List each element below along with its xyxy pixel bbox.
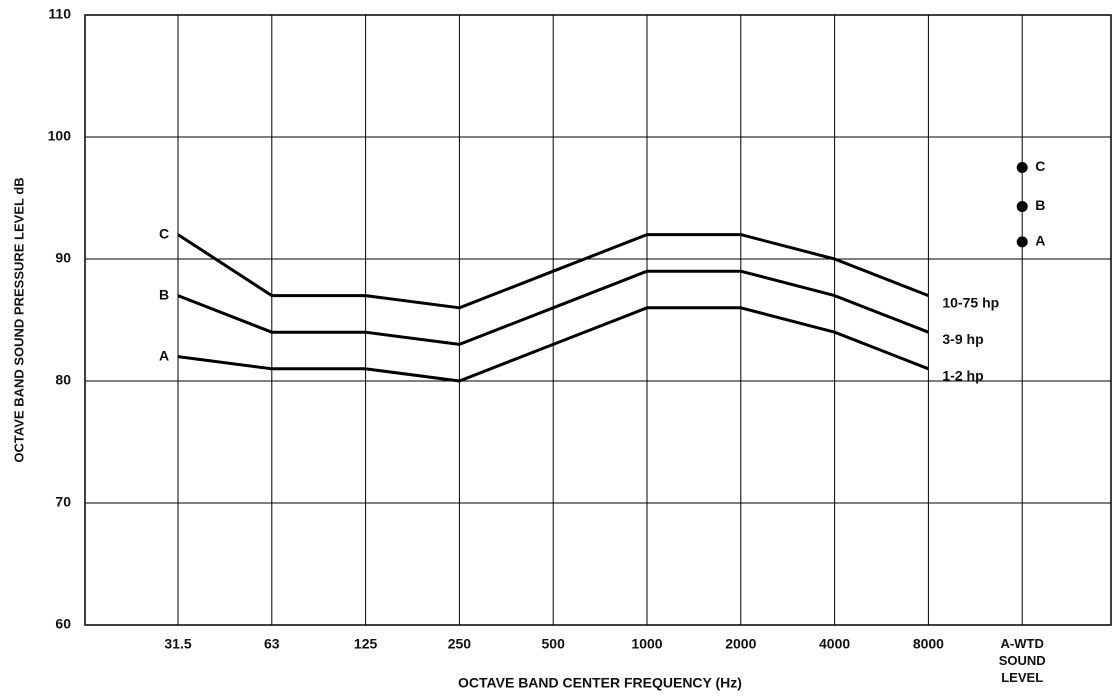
series-letter: C: [1035, 158, 1045, 174]
y-tick-label: 70: [55, 494, 71, 510]
a-weighted-point: [1016, 201, 1028, 213]
series-letter: B: [159, 286, 169, 302]
y-tick-label: 60: [55, 616, 71, 632]
series-line: [177, 269, 929, 346]
y-axis-label: OCTAVE BAND SOUND PRESSURE LEVEL dB: [11, 177, 26, 462]
x-tick-label: 63: [264, 636, 280, 652]
series-letter: A: [1035, 233, 1045, 249]
x-tick-label: A-WTD SOUND LEVEL: [999, 636, 1046, 685]
x-tick-label: 4000: [819, 636, 850, 652]
series-letter: C: [159, 225, 169, 241]
y-tick-label: 110: [48, 6, 71, 22]
series-line: [177, 306, 929, 383]
a-weighted-point: [1016, 236, 1028, 248]
legend-label: 10-75 hp: [942, 294, 999, 310]
y-tick-label: 90: [55, 250, 71, 266]
x-tick-label: 250: [448, 636, 472, 652]
series-letter: B: [1035, 197, 1045, 213]
y-tick-label: 100: [48, 128, 72, 144]
x-tick-label: 8000: [913, 636, 944, 652]
a-weighted-point: [1016, 162, 1028, 173]
x-tick-label: 125: [354, 636, 378, 652]
legend-label: 1-2 hp: [942, 368, 983, 384]
series-line: [177, 233, 929, 310]
legend-label: 3-9 hp: [942, 331, 983, 347]
x-axis-label: OCTAVE BAND CENTER FREQUENCY (Hz): [458, 675, 742, 691]
x-tick-label: 2000: [725, 636, 756, 652]
x-tick-label: 31.5: [164, 636, 191, 652]
x-tick-label: 500: [542, 636, 566, 652]
x-tick-label: 1000: [631, 636, 662, 652]
series-letter: A: [159, 347, 169, 363]
y-tick-label: 80: [55, 372, 71, 388]
